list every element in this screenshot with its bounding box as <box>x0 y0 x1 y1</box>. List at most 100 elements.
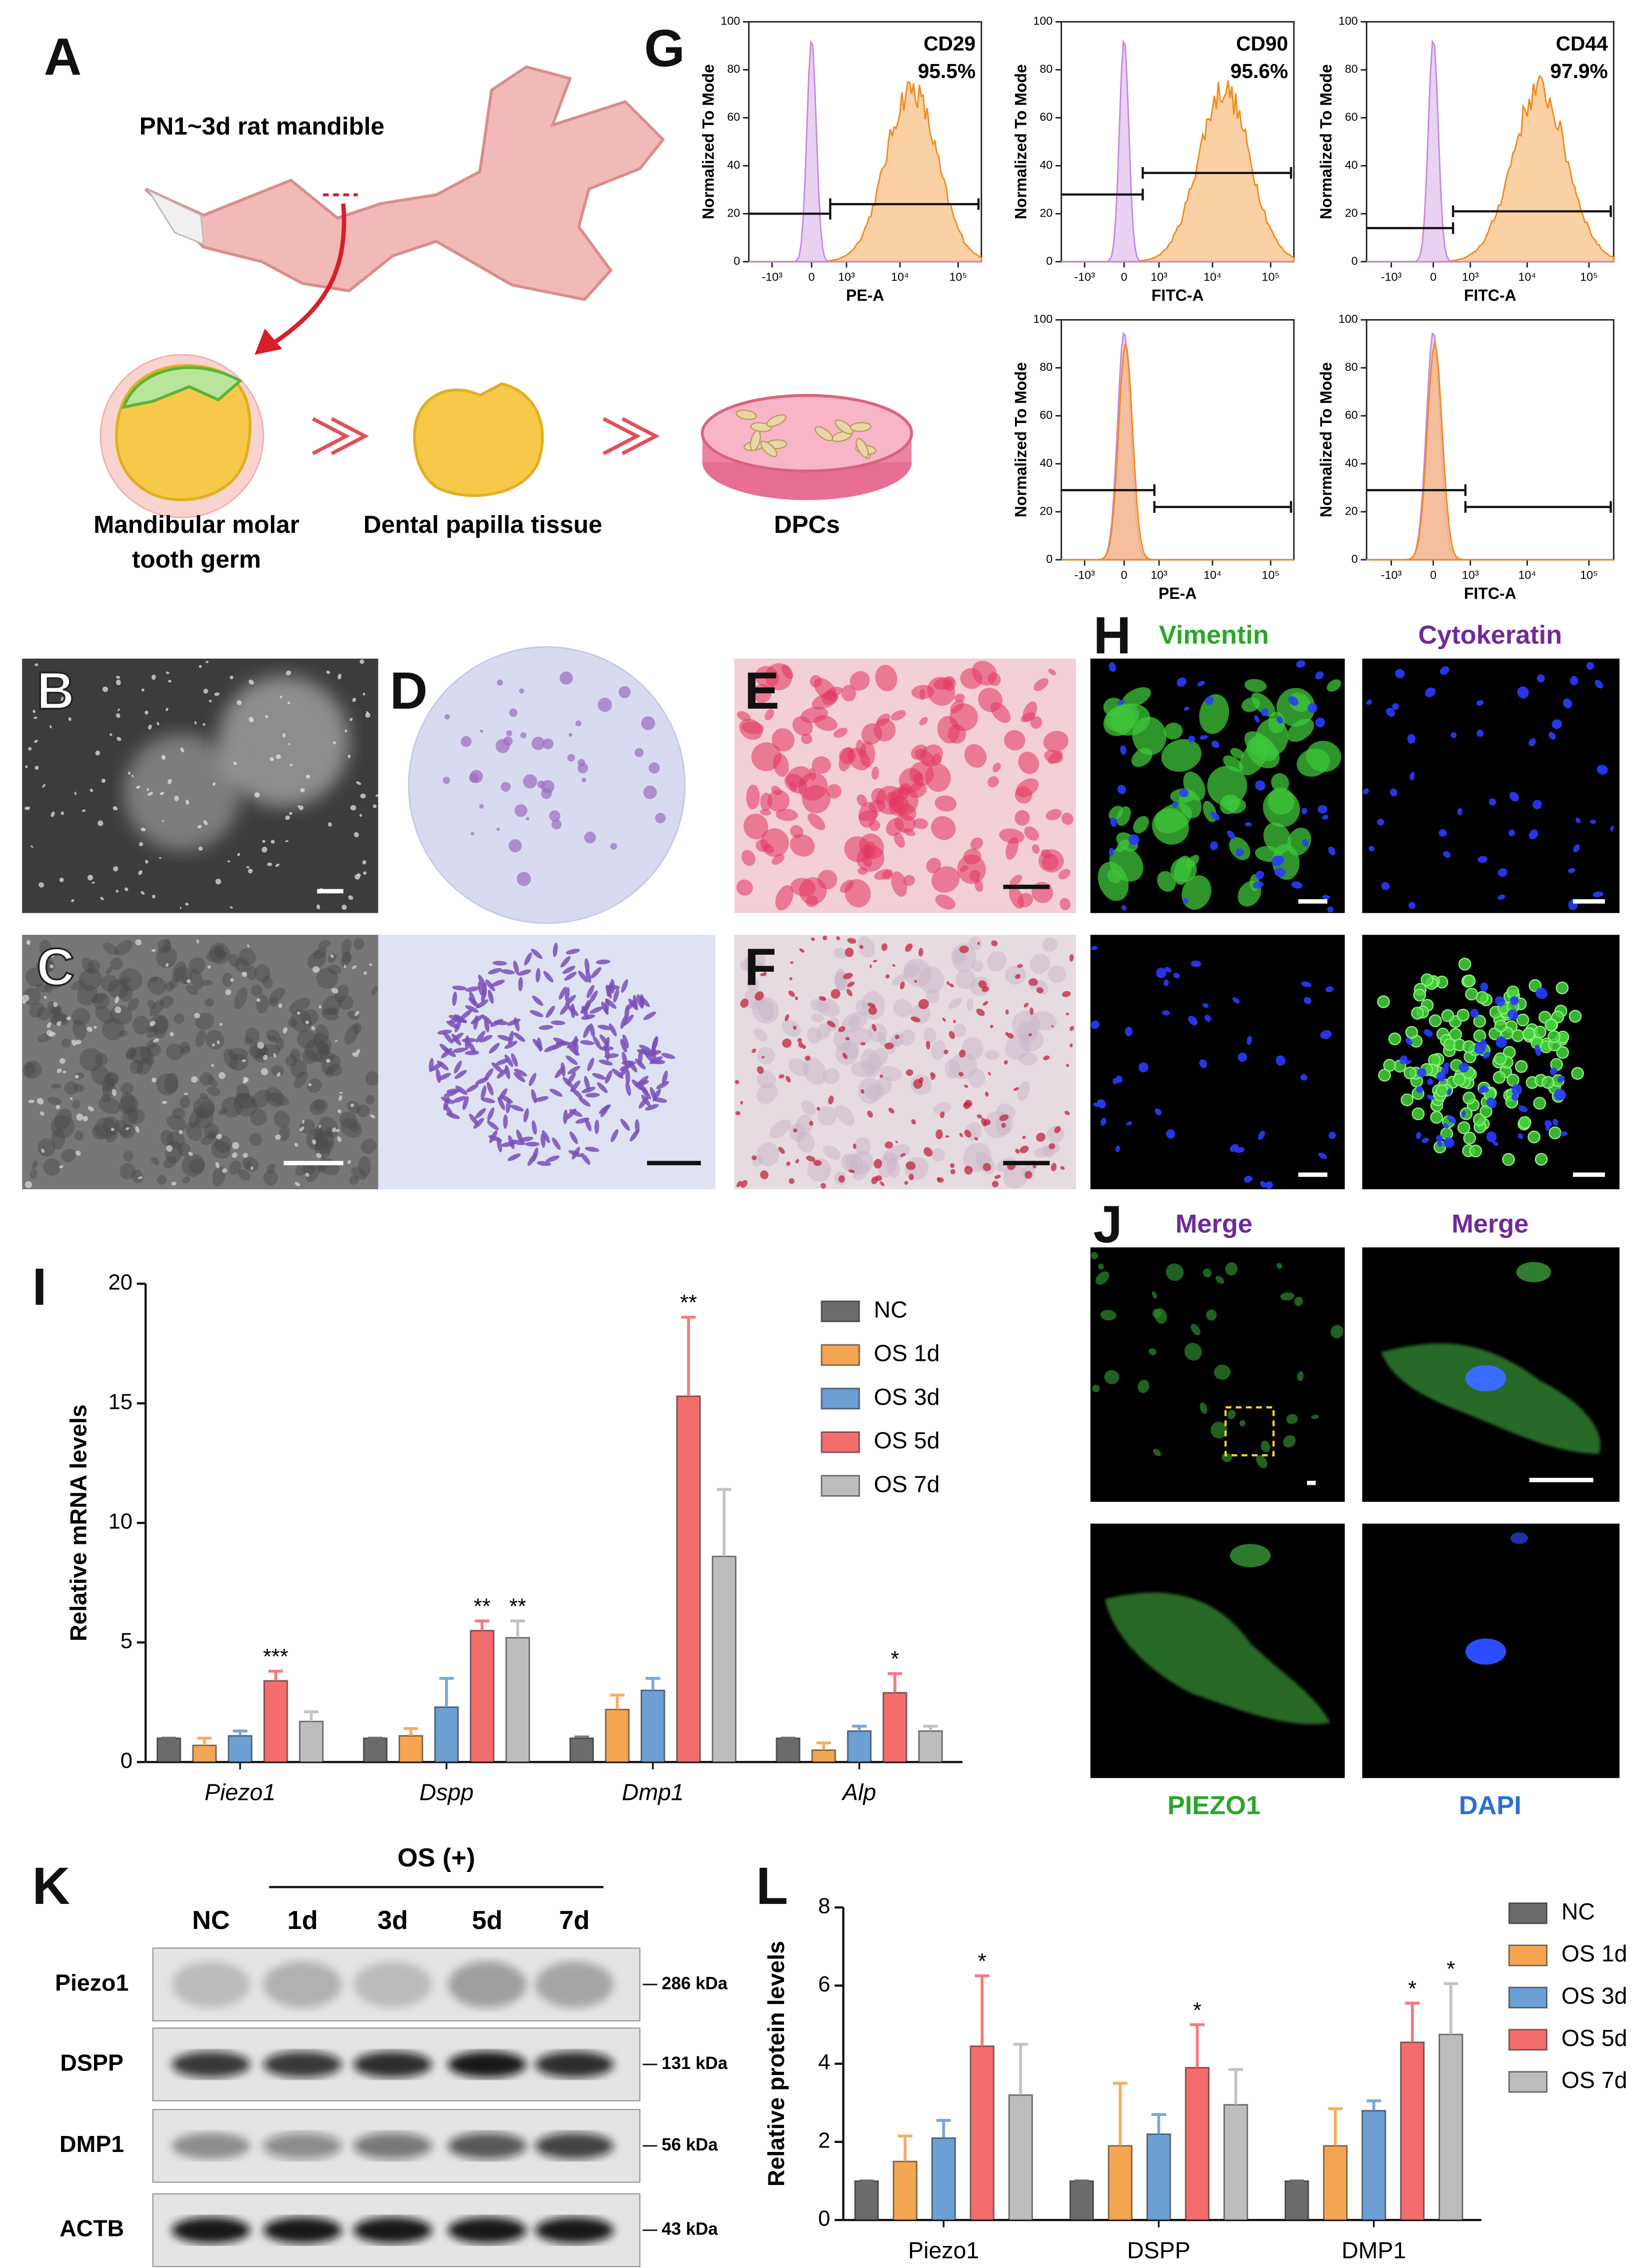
cell <box>318 940 330 950</box>
cell <box>478 981 484 996</box>
cell <box>523 1108 529 1123</box>
cell <box>1138 1062 1148 1073</box>
cell <box>536 1161 552 1166</box>
cell <box>794 996 798 1001</box>
cell <box>338 674 342 680</box>
cell <box>1556 1046 1569 1059</box>
nucleus <box>1465 1365 1506 1392</box>
cell <box>193 1097 214 1118</box>
x-tick-label: DMP1 <box>1342 2237 1406 2263</box>
cell <box>843 973 853 979</box>
cell <box>1236 848 1244 857</box>
cell <box>838 1026 846 1032</box>
cell <box>661 1053 676 1059</box>
cell <box>1152 1449 1162 1456</box>
cell <box>306 1161 322 1182</box>
cell <box>880 1181 884 1186</box>
cell <box>1470 1009 1479 1018</box>
arrow-head <box>254 328 282 355</box>
y-tick-label: 40 <box>1345 456 1358 469</box>
cell <box>542 1130 550 1143</box>
cell <box>1461 1111 1466 1118</box>
cell <box>214 1135 232 1153</box>
cell <box>834 728 848 738</box>
cell <box>203 820 208 826</box>
cell <box>1426 1095 1434 1100</box>
cell <box>756 1066 764 1074</box>
cell <box>276 754 281 759</box>
cell <box>314 1131 334 1154</box>
cell <box>112 806 118 811</box>
cell <box>1443 1137 1454 1148</box>
colony <box>496 679 503 686</box>
micrograph <box>22 935 382 1189</box>
cell <box>1548 1126 1562 1140</box>
cell <box>188 1152 193 1156</box>
cell <box>288 743 291 745</box>
cell <box>126 1047 138 1060</box>
cell <box>1128 834 1140 845</box>
colony <box>531 737 545 750</box>
cell <box>145 860 148 864</box>
cell <box>899 1029 916 1046</box>
cell <box>1007 1033 1014 1039</box>
cell <box>218 1108 228 1115</box>
legend-swatch <box>820 1475 860 1497</box>
cell <box>205 1030 224 1050</box>
cell <box>118 1030 128 1037</box>
cell <box>931 1040 946 1060</box>
cell <box>656 1081 670 1089</box>
cell <box>834 968 846 990</box>
cell <box>1092 1384 1100 1392</box>
cell <box>1024 1002 1029 1008</box>
cell <box>884 1042 894 1050</box>
cell <box>443 1032 454 1044</box>
cell <box>146 1027 160 1038</box>
cell <box>507 1153 521 1161</box>
cell <box>113 866 118 872</box>
cell <box>746 784 760 810</box>
cell <box>286 670 292 676</box>
cell <box>338 1109 342 1113</box>
cell <box>1534 1045 1542 1056</box>
cell <box>1411 1007 1424 1020</box>
cell <box>1536 987 1548 999</box>
cell <box>49 1005 60 1025</box>
cell <box>1234 1147 1245 1153</box>
cell <box>622 1051 628 1066</box>
cell <box>845 1037 850 1041</box>
flow-frame <box>1060 319 1295 561</box>
cell <box>1498 894 1506 900</box>
cell <box>571 1088 583 1099</box>
cell <box>1450 732 1457 738</box>
cell <box>740 998 749 1008</box>
cell <box>734 1080 740 1084</box>
cell <box>120 1082 134 1095</box>
cell <box>604 1070 612 1084</box>
cell <box>1518 1133 1524 1139</box>
cell <box>196 1102 215 1119</box>
cell <box>514 1068 528 1077</box>
cell <box>1528 738 1536 747</box>
micrograph <box>1362 658 1620 913</box>
cell <box>237 853 240 857</box>
cell <box>312 948 327 960</box>
y-axis-label: Normalized To Mode <box>1317 64 1335 219</box>
bar <box>298 1720 324 1763</box>
cell <box>311 1026 316 1030</box>
cell <box>267 862 272 866</box>
cell <box>856 794 868 806</box>
cell <box>353 938 364 950</box>
cell <box>978 980 987 989</box>
cell <box>82 1116 88 1122</box>
marker-label: CD44 <box>1556 32 1608 55</box>
cell <box>782 1019 801 1037</box>
cell <box>587 1057 594 1072</box>
cell <box>620 1119 630 1131</box>
cell <box>36 1098 44 1105</box>
cell <box>257 1042 264 1049</box>
cell <box>328 1063 342 1076</box>
cell <box>991 940 998 947</box>
cell <box>166 708 168 711</box>
